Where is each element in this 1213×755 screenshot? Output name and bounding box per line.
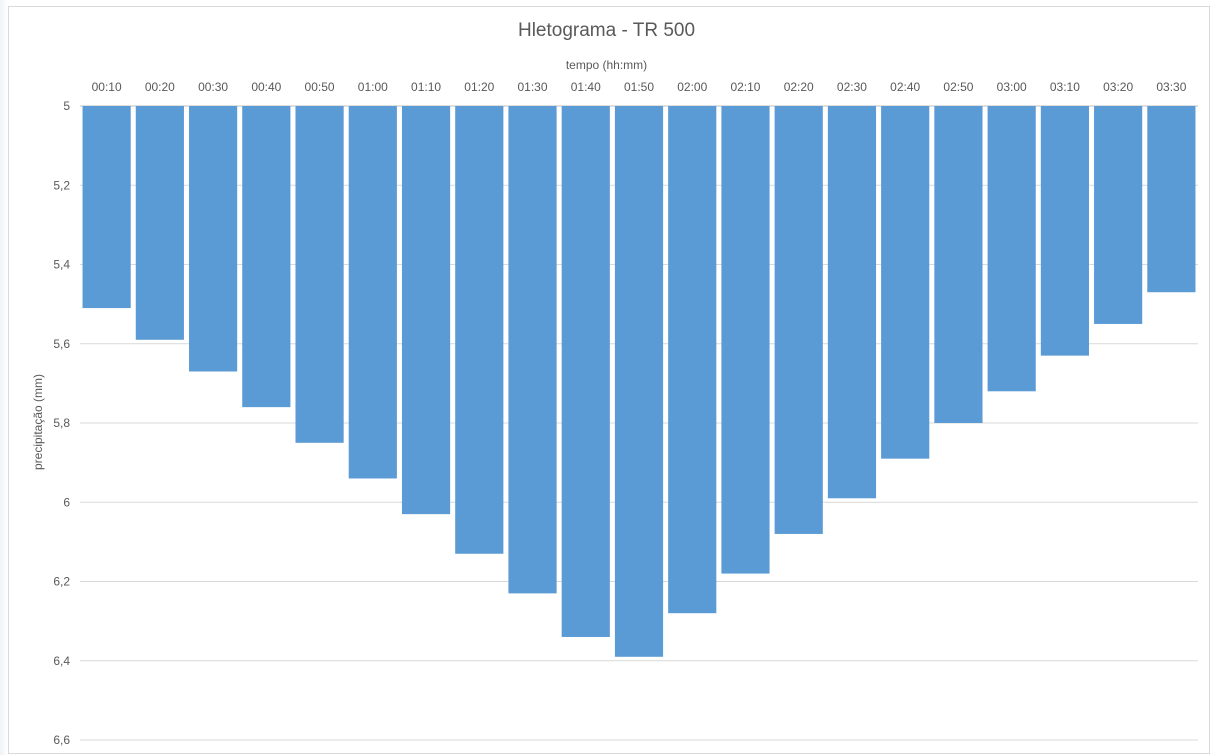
bar — [1094, 106, 1142, 324]
y-tick-label: 6 — [63, 495, 70, 509]
bar — [402, 106, 450, 514]
bar — [775, 106, 823, 534]
bars — [83, 106, 1196, 657]
x-tick-label: 02:30 — [837, 80, 867, 94]
y-tick-label: 5 — [63, 99, 70, 113]
bar — [83, 106, 131, 308]
x-tick-label: 02:40 — [890, 80, 920, 94]
bar — [881, 106, 929, 459]
bar — [562, 106, 610, 637]
bar — [934, 106, 982, 423]
x-tick-label: 00:10 — [92, 80, 122, 94]
bar — [136, 106, 184, 340]
bar — [242, 106, 290, 407]
y-tick-labels: 5 5,2 5,4 5,6 5,8 6 6,2 6,4 6,6 — [53, 99, 70, 747]
y-tick-label: 6,2 — [53, 575, 70, 589]
x-tick-labels: 00:10 00:20 00:30 00:40 00:50 01:00 01:10 01:20… — [92, 80, 1187, 94]
x-tick-label: 00:20 — [145, 80, 175, 94]
x-tick-label: 02:50 — [943, 80, 973, 94]
x-tick-label: 00:30 — [198, 80, 228, 94]
y-tick-label: 5,6 — [53, 337, 70, 351]
x-tick-label: 02:20 — [784, 80, 814, 94]
bar — [508, 106, 556, 593]
y-tick-label: 6,6 — [53, 733, 70, 747]
x-tick-label: 02:00 — [677, 80, 707, 94]
x-tick-label: 01:20 — [464, 80, 494, 94]
y-tick-label: 5,2 — [53, 178, 70, 192]
bar — [295, 106, 343, 443]
x-tick-label: 01:10 — [411, 80, 441, 94]
bar — [349, 106, 397, 478]
x-tick-label: 00:50 — [305, 80, 335, 94]
y-tick-label: 5,8 — [53, 416, 70, 430]
y-tick-label: 5,4 — [53, 258, 70, 272]
x-tick-label: 01:30 — [518, 80, 548, 94]
bar — [828, 106, 876, 498]
x-tick-label: 03:00 — [997, 80, 1027, 94]
x-tick-label: 03:10 — [1050, 80, 1080, 94]
x-tick-label: 02:10 — [730, 80, 760, 94]
bar — [721, 106, 769, 574]
bar — [1147, 106, 1195, 292]
x-tick-label: 01:00 — [358, 80, 388, 94]
x-tick-label: 00:40 — [251, 80, 281, 94]
bar — [455, 106, 503, 554]
y-tick-label: 6,4 — [53, 654, 70, 668]
bar — [988, 106, 1036, 391]
bar — [189, 106, 237, 371]
x-tick-label: 01:40 — [571, 80, 601, 94]
bar — [1041, 106, 1089, 356]
x-tick-label: 01:50 — [624, 80, 654, 94]
bar — [615, 106, 663, 657]
x-tick-label: 03:30 — [1156, 80, 1186, 94]
bar — [668, 106, 716, 613]
x-tick-label: 03:20 — [1103, 80, 1133, 94]
